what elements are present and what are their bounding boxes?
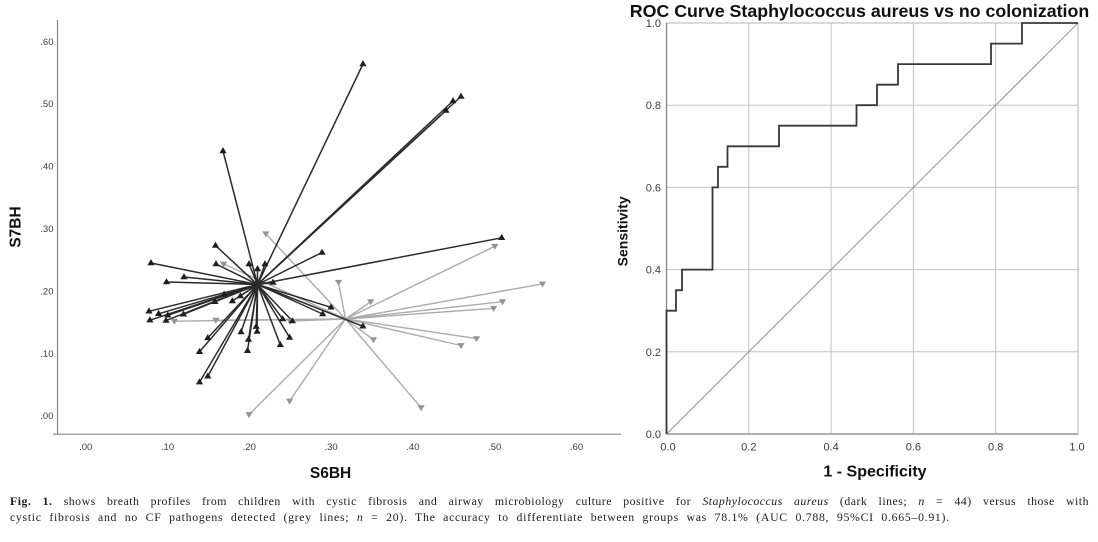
svg-text:0.0: 0.0: [646, 429, 661, 441]
svg-text:.00: .00: [40, 411, 53, 422]
svg-text:0.2: 0.2: [646, 347, 661, 359]
svg-text:1 - Specificity: 1 - Specificity: [823, 464, 926, 481]
svg-text:1.0: 1.0: [1069, 442, 1084, 454]
svg-text:.60: .60: [40, 37, 53, 48]
svg-text:ROC Curve Staphylococcus aureu: ROC Curve Staphylococcus aureus vs no co…: [630, 1, 1089, 21]
svg-text:.10: .10: [40, 349, 53, 360]
svg-text:.10: .10: [161, 442, 174, 453]
svg-text:0.6: 0.6: [906, 442, 921, 454]
svg-text:.50: .50: [40, 99, 53, 110]
svg-text:0.0: 0.0: [660, 442, 675, 454]
svg-text:.40: .40: [406, 442, 419, 453]
svg-text:.30: .30: [324, 442, 337, 453]
svg-text:.40: .40: [40, 162, 53, 173]
svg-text:0.4: 0.4: [646, 265, 661, 277]
svg-text:S7BH: S7BH: [8, 206, 25, 247]
svg-text:0.8: 0.8: [988, 442, 1003, 454]
svg-text:.30: .30: [40, 224, 53, 235]
svg-text:.60: .60: [570, 442, 583, 453]
svg-text:Sensitivity: Sensitivity: [615, 196, 631, 266]
svg-text:0.4: 0.4: [823, 442, 838, 454]
svg-text:.20: .20: [40, 286, 53, 297]
svg-text:S6BH: S6BH: [310, 465, 351, 482]
svg-text:0.8: 0.8: [646, 100, 661, 112]
svg-text:0.2: 0.2: [741, 442, 756, 454]
svg-text:0.6: 0.6: [646, 182, 661, 194]
svg-text:.20: .20: [243, 442, 256, 453]
svg-text:1.0: 1.0: [646, 18, 661, 30]
svg-text:.00: .00: [79, 442, 92, 453]
svg-text:.50: .50: [488, 442, 501, 453]
